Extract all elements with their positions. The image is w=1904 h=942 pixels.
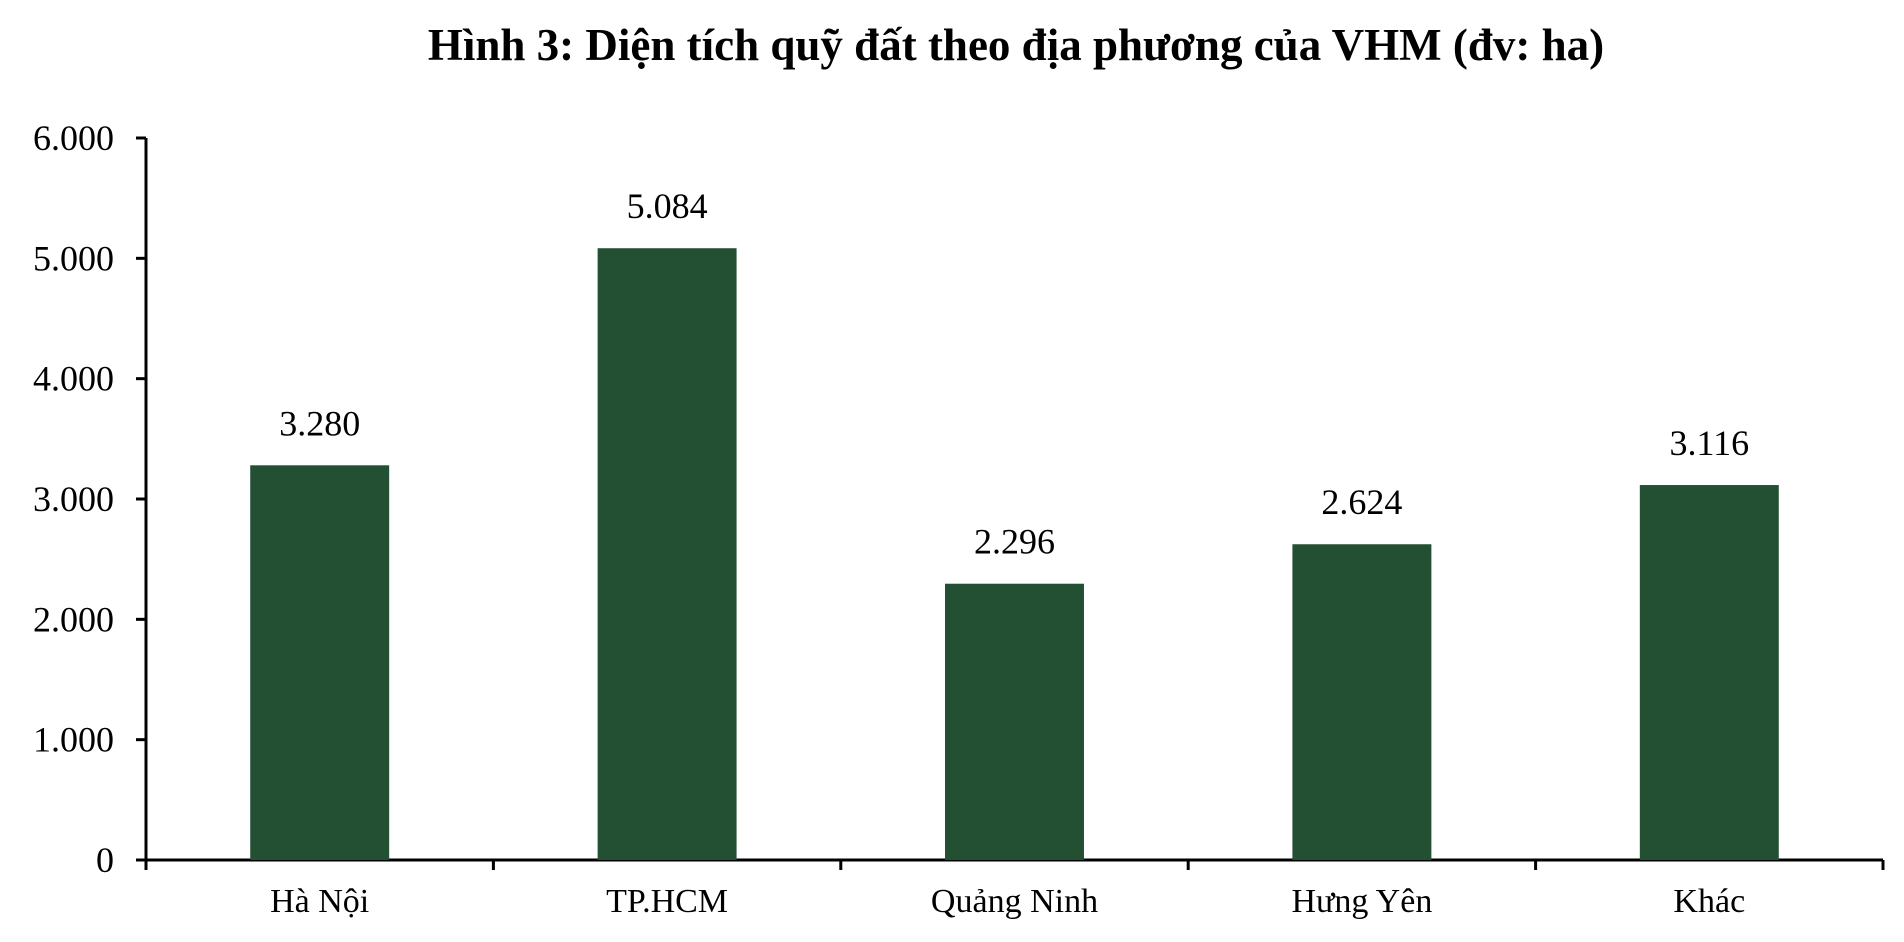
- bar-value-label: 5.084: [627, 186, 708, 226]
- x-tick-label: Khác: [1673, 883, 1745, 920]
- chart-title: Hình 3: Diện tích quỹ đất theo địa phươn…: [428, 20, 1604, 70]
- x-tick-label: TP.HCM: [606, 883, 728, 920]
- bar: [1639, 485, 1779, 860]
- y-tick-label: 2.000: [33, 599, 114, 639]
- bar: [597, 248, 737, 860]
- y-tick-label: 4.000: [33, 359, 114, 399]
- bar: [945, 583, 1084, 860]
- bar-value-label: 3.116: [1669, 423, 1749, 463]
- data-labels: 3.280 5.084 2.296 2.624 3.116: [279, 186, 1749, 561]
- x-tick-label: Hưng Yên: [1291, 883, 1432, 920]
- bar: [250, 465, 390, 860]
- y-tick-label: 1.000: [33, 720, 114, 760]
- y-tick-label: 0: [96, 840, 114, 880]
- x-tick-label: Hà Nội: [270, 883, 369, 920]
- x-tick-label: Quảng Ninh: [931, 883, 1098, 920]
- y-tick-label: 5.000: [33, 238, 114, 278]
- y-tick-label: 3.000: [33, 479, 114, 519]
- y-tick-label: 6.000: [33, 118, 114, 158]
- bar-value-label: 3.280: [279, 403, 360, 443]
- bar-value-label: 2.296: [974, 522, 1055, 562]
- y-axis: 0 1.000 2.000 3.000 4.000 5.000 6.000: [33, 118, 148, 880]
- bar-value-label: 2.624: [1321, 482, 1402, 522]
- bar: [1292, 544, 1432, 860]
- x-axis: Hà Nội TP.HCM Quảng Ninh Hưng Yên Khác: [144, 858, 1885, 920]
- bars: [250, 248, 1779, 860]
